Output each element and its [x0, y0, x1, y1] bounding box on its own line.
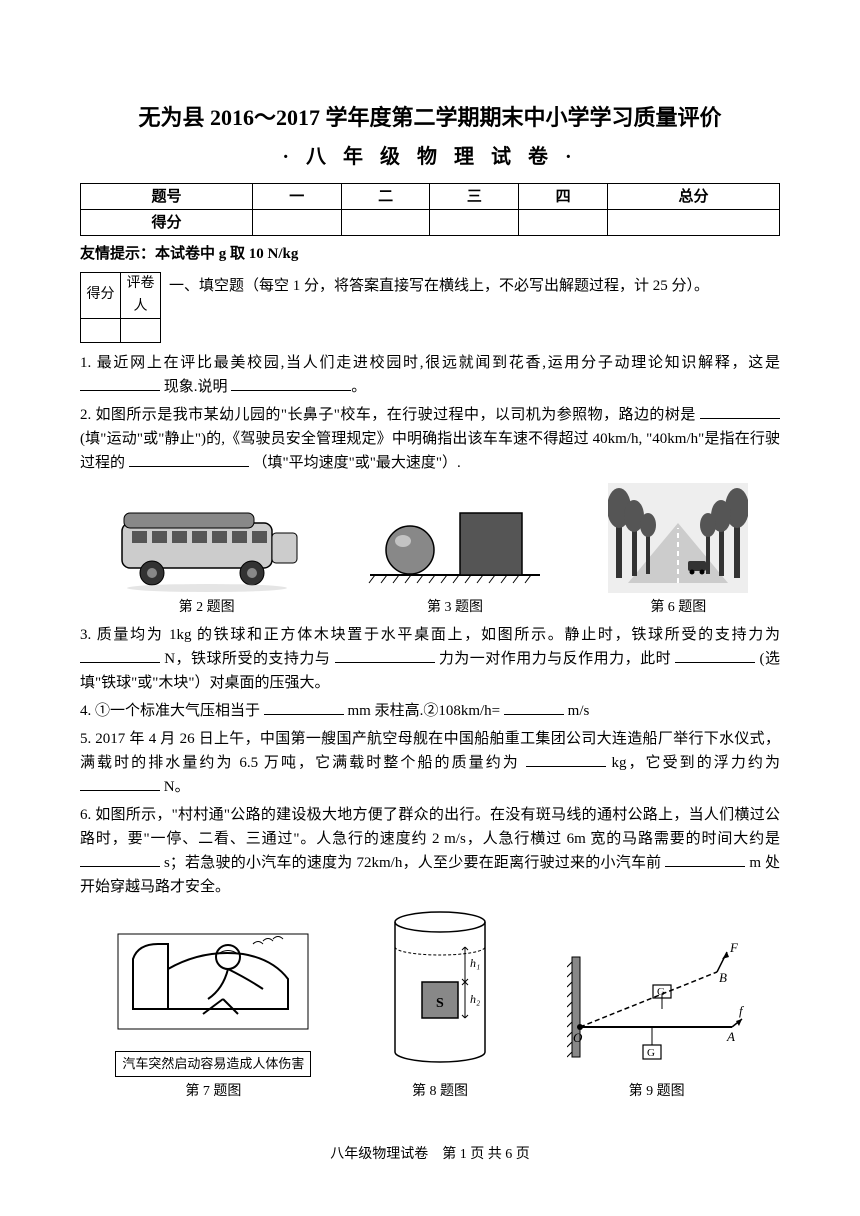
table-cell — [608, 210, 780, 236]
blank — [129, 451, 249, 467]
figure-caption: 第 8 题图 — [412, 1081, 468, 1103]
blank — [80, 851, 160, 867]
question-text: N，铁球所受的支持力与 — [164, 651, 330, 667]
figure-6: 第 6 题图 — [608, 483, 748, 619]
question-text: 2. 如图所示是我市某幼儿园的"长鼻子"校车，在行驶过程中，以司机为参照物，路边… — [80, 407, 696, 423]
blank — [264, 699, 344, 715]
score-table: 题号 一 二 三 四 总分 得分 — [80, 183, 780, 236]
figures-row-2: 汽车突然启动容易造成人体伤害 第 7 题图 S h₁ h₂ 第 8 题图 — [80, 907, 780, 1103]
blank — [504, 699, 564, 715]
blank — [675, 647, 755, 663]
page-footer: 八年级物理试卷 第 1 页 共 6 页 — [0, 1144, 860, 1166]
question-3: 3. 质量均为 1kg 的铁球和正方体木块置于水平桌面上，如图所示。静止时，铁球… — [80, 623, 780, 695]
blank — [335, 647, 435, 663]
label-g: G — [657, 986, 665, 998]
friendly-tip: 友情提示：本试卷中 g 取 10 N/kg — [80, 242, 780, 266]
table-cell — [81, 318, 121, 342]
table-cell — [430, 210, 519, 236]
question-text: m/s — [568, 703, 590, 719]
figure-9: O F B f A G G 第 9 题图 — [567, 937, 747, 1103]
label-s: S — [436, 996, 444, 1011]
figure-8: S h₁ h₂ 第 8 题图 — [380, 907, 500, 1103]
figure-caption: 第 7 题图 — [185, 1081, 241, 1103]
bus-icon — [112, 493, 302, 593]
ball-block-icon — [365, 493, 545, 593]
table-cell: 评卷人 — [121, 273, 161, 319]
figure-2: 第 2 题图 — [112, 493, 302, 619]
page-title: 无为县 2016～2017 学年度第二学期期末中小学学习质量评价 — [80, 100, 780, 135]
table-header: 总分 — [608, 184, 780, 210]
figure-caption: 第 6 题图 — [650, 597, 706, 619]
question-text: 6. 如图所示，"村村通"公路的建设极大地方便了群众的出行。在没有斑马线的通村公… — [80, 807, 780, 847]
figure-caption: 第 3 题图 — [427, 597, 483, 619]
figure-caption: 第 2 题图 — [179, 597, 235, 619]
label-a: A — [726, 1029, 735, 1044]
blank — [526, 751, 606, 767]
label-h2: h₂ — [470, 992, 480, 1006]
figure-caption: 第 9 题图 — [629, 1081, 685, 1103]
table-cell: 得分 — [81, 273, 121, 319]
table-cell — [252, 210, 341, 236]
label-f-upper: F — [729, 940, 739, 955]
blank — [80, 647, 160, 663]
table-header: 四 — [519, 184, 608, 210]
table-header: 题号 — [81, 184, 253, 210]
section-header-row: 得分 评卷人 一、填空题（每空 1 分，将答案直接写在横线上，不必写出解题过程，… — [80, 272, 780, 343]
figures-row-1: 第 2 题图 第 3 题图 — [80, 483, 780, 619]
lever-diagram-icon: O F B f A G G — [567, 937, 747, 1077]
blank — [231, 375, 351, 391]
question-text: kg，它受到的浮力约为 — [611, 755, 780, 771]
question-text: 力为一对作用力与反作用力，此时 — [439, 651, 671, 667]
question-5: 5. 2017 年 4 月 26 日上午，中国第一艘国产航空母舰在中国船舶重工集… — [80, 727, 780, 799]
question-text: N。 — [164, 779, 190, 795]
figure-3: 第 3 题图 — [365, 493, 545, 619]
question-text: 3. 质量均为 1kg 的铁球和正方体木块置于水平桌面上，如图所示。静止时，铁球… — [80, 627, 780, 643]
question-1: 1. 最近网上在评比最美校园,当人们走进校园时,很远就闻到花香,运用分子动理论知… — [80, 351, 780, 399]
cylinder-block-icon: S h₁ h₂ — [380, 907, 500, 1077]
blank — [665, 851, 745, 867]
figure-7: 汽车突然启动容易造成人体伤害 第 7 题图 — [113, 909, 313, 1104]
question-text: 4. ①一个标准大气压相当于 — [80, 703, 260, 719]
label-f-lower: f — [739, 1003, 745, 1018]
question-text: (填"运动"或"静止")的,《驾驶员安全管理规定》中明确指出该车车速不得超过 4… — [80, 431, 642, 447]
table-cell: 得分 — [81, 210, 253, 236]
road-trees-icon — [608, 483, 748, 593]
blank — [80, 375, 160, 391]
table-header: 一 — [252, 184, 341, 210]
table-cell — [121, 318, 161, 342]
table-cell — [519, 210, 608, 236]
question-4: 4. ①一个标准大气压相当于 mm 汞柱高.②108km/h= m/s — [80, 699, 780, 723]
page-subtitle: · 八 年 级 物 理 试 卷 · — [80, 141, 780, 173]
question-text: （填"平均速度"或"最大速度"）. — [253, 455, 461, 471]
question-text: s；若急驶的小汽车的速度为 72km/h，人至少要在距离行驶过来的小汽车前 — [164, 855, 661, 871]
section-title: 一、填空题（每空 1 分，将答案直接写在横线上，不必写出解题过程，计 25 分）… — [169, 272, 709, 298]
warning-label: 汽车突然启动容易造成人体伤害 — [115, 1051, 311, 1078]
question-text: 1. 最近网上在评比最美校园,当人们走进校园时,很远就闻到花香,运用分子动理论知… — [80, 355, 780, 371]
label-h1: h₁ — [470, 956, 480, 970]
blank — [80, 775, 160, 791]
table-header: 二 — [341, 184, 430, 210]
score-mini-table: 得分 评卷人 — [80, 272, 161, 343]
question-text: 现象.说明 — [164, 379, 228, 395]
table-header: 三 — [430, 184, 519, 210]
question-2: 2. 如图所示是我市某幼儿园的"长鼻子"校车，在行驶过程中，以司机为参照物，路边… — [80, 403, 780, 475]
question-text: mm 汞柱高.②108km/h= — [348, 703, 501, 719]
car-person-icon — [113, 909, 313, 1049]
blank — [700, 403, 780, 419]
label-o: O — [573, 1030, 583, 1045]
label-g2: G — [647, 1047, 655, 1059]
label-b: B — [719, 970, 727, 985]
question-6: 6. 如图所示，"村村通"公路的建设极大地方便了群众的出行。在没有斑马线的通村公… — [80, 803, 780, 899]
table-cell — [341, 210, 430, 236]
